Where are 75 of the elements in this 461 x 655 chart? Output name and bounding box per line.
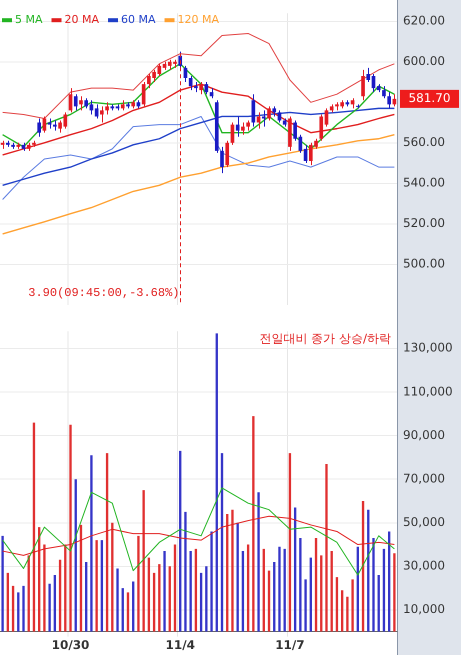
bar [388,531,390,632]
y-tick-label: 130,000 [403,340,453,355]
bar [262,548,265,632]
y-tick-label: 560.00 [403,134,445,149]
bar [132,582,134,632]
bar [320,555,322,632]
bar [122,588,124,632]
ref-line-label: 3.90(09:45:00,-3.68%) [28,286,180,300]
bar [179,450,182,632]
legend-label: 120 MA [178,13,220,26]
y-tick-label: 620.00 [403,13,445,28]
bar [158,564,160,632]
y-tick-label: 600.00 [403,54,445,68]
bar [28,555,30,632]
bar [340,590,344,632]
bar [367,510,370,632]
bar [95,540,98,632]
text: 581.70 [408,90,450,105]
bar [304,579,307,632]
bar [284,548,286,632]
legend-label: 20 MA [64,13,100,26]
bar [6,572,10,632]
bar [85,562,88,632]
bar [54,575,56,632]
bar [64,544,66,632]
y-tick-label: 520.00 [403,216,445,230]
bar [48,584,51,632]
bar [194,548,198,632]
bar [111,522,114,632]
bar [242,551,244,632]
bar [299,538,302,632]
bar [356,546,359,632]
y-tick-label: 10,000 [403,602,445,616]
bar [200,572,202,632]
legend-label: 5 MA [15,13,43,26]
bar [288,453,292,632]
x-tick-label: 11/4 [166,638,195,652]
y-tick-label: 70,000 [403,471,445,486]
y-tick-label: 110,000 [403,384,453,398]
bar [378,575,380,632]
bar [17,592,20,632]
bar [310,558,312,632]
bar [330,551,333,632]
bar [142,490,145,632]
bar [100,540,104,632]
bar [246,544,250,632]
bar [106,453,108,632]
bar [148,558,150,632]
bar [273,562,276,632]
bar [226,514,228,632]
bar [205,566,208,632]
y-tick-label: 540.00 [403,175,445,190]
legend-label: 60 MA [121,13,156,26]
bar [216,333,218,632]
bar [38,527,40,632]
y-tick-label: 90,000 [403,428,445,442]
bar [90,455,93,632]
annotation: 전일대비 종가 상승/하락 [259,331,391,346]
bar [252,416,255,632]
bar [236,522,239,632]
bar [168,566,171,632]
bar [351,579,354,632]
bar [152,572,156,632]
y-tick-label: 50,000 [403,514,445,529]
y-tick-label: 30,000 [403,558,445,572]
bar [74,479,77,632]
x-tick-label: 10/30 [52,638,90,652]
bar [346,596,349,632]
bar [43,544,46,632]
bar [393,553,396,632]
y-tick-label: 500.00 [403,256,445,270]
bar [189,551,192,632]
x-tick-label: 11/7 [275,638,305,652]
bar [294,508,296,632]
bar [1,536,4,632]
